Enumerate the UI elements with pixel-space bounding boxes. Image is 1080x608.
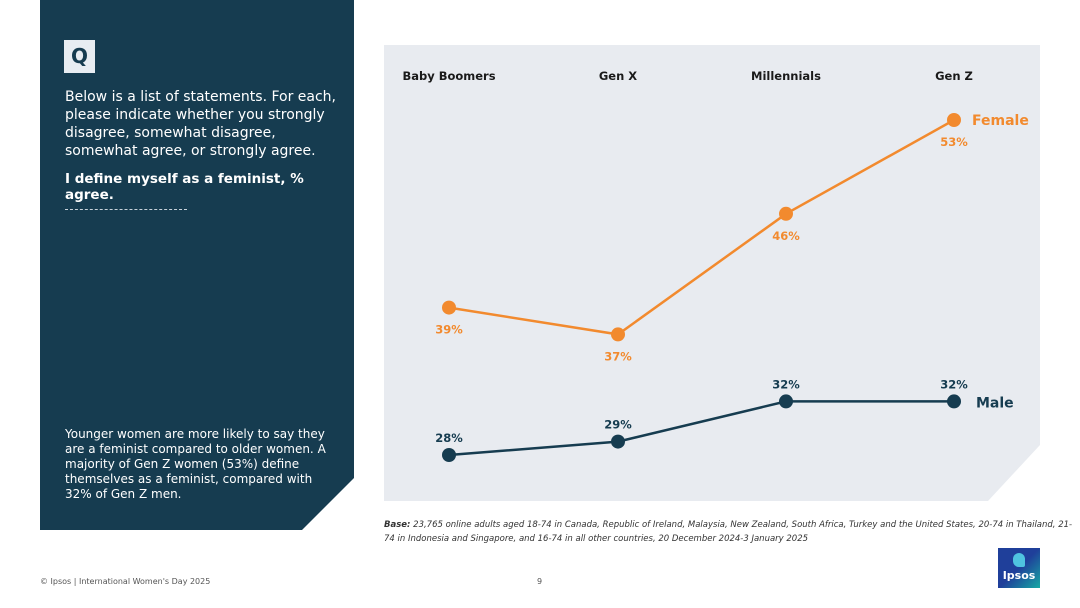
question-badge: Q [64, 40, 95, 73]
summary-text: Younger women are more likely to say the… [65, 427, 326, 501]
data-label: 29% [604, 418, 632, 432]
data-label: 53% [940, 135, 968, 149]
footer-text: © Ipsos | International Women's Day 2025 [40, 577, 211, 586]
question-text: Below is a list of statements. For each,… [65, 89, 337, 159]
series-line-male [448, 400, 954, 457]
data-label: 32% [772, 377, 800, 391]
data-label: 32% [940, 377, 968, 391]
legend-label: Male [976, 395, 1014, 411]
legend-label: Female [972, 113, 1029, 129]
data-label: 46% [772, 229, 800, 243]
question-panel [40, 0, 354, 530]
series-line-female [448, 118, 955, 336]
data-point [442, 448, 456, 462]
data-point [779, 206, 793, 221]
chart-background [384, 45, 1040, 501]
data-label: 39% [435, 323, 463, 337]
data-label: 37% [604, 349, 632, 363]
category-label: Gen X [599, 69, 637, 83]
data-point [947, 113, 961, 127]
category-label: Gen Z [935, 69, 973, 83]
data-point [779, 394, 793, 409]
data-label: 28% [435, 431, 463, 445]
ipsos-logo: Ipsos [998, 548, 1040, 588]
divider [65, 209, 187, 210]
data-point [611, 327, 625, 342]
category-label: Baby Boomers [402, 69, 495, 83]
page-number: 9 [537, 577, 543, 586]
question-statement: I define myself as a feminist, % agree. [65, 171, 304, 203]
data-point [442, 300, 456, 315]
base-note: Base: 23,765 online adults aged 18-74 in… [384, 520, 1073, 544]
category-label: Millennials [751, 69, 821, 83]
data-point [611, 434, 625, 449]
data-point [947, 394, 961, 409]
